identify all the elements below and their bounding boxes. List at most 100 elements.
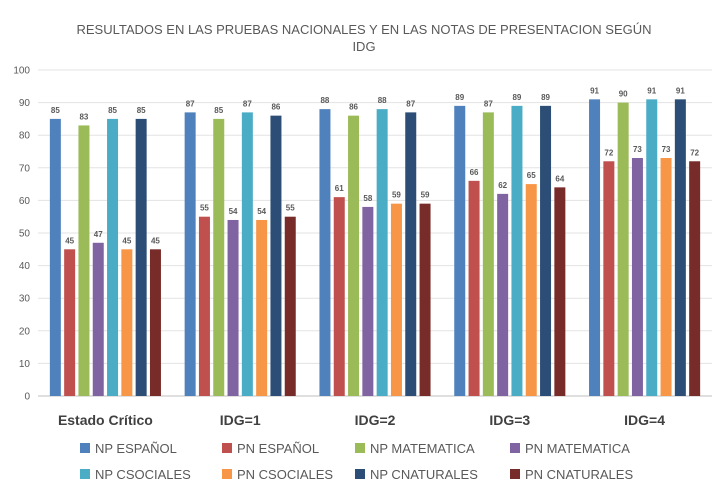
bar <box>689 161 701 396</box>
bar <box>319 109 331 397</box>
data-label: 55 <box>286 204 295 213</box>
bar <box>554 187 566 396</box>
legend-label: NP MATEMATICA <box>370 441 475 456</box>
bar <box>227 219 239 396</box>
bar <box>589 99 601 396</box>
data-label: 45 <box>151 236 160 245</box>
data-label: 85 <box>51 106 60 115</box>
data-label: 45 <box>65 236 74 245</box>
data-label: 47 <box>94 230 103 239</box>
legend-swatch <box>80 443 90 453</box>
bar <box>348 115 360 396</box>
data-label: 85 <box>137 106 146 115</box>
data-label: 65 <box>527 171 536 180</box>
data-label: 85 <box>214 106 223 115</box>
bar <box>256 219 268 396</box>
bar <box>64 249 76 396</box>
data-label: 58 <box>363 194 372 203</box>
bar <box>603 161 615 396</box>
bar <box>184 112 196 396</box>
data-label: 89 <box>541 93 550 102</box>
bar <box>511 105 523 397</box>
data-label: 54 <box>229 207 238 216</box>
bar <box>405 112 417 396</box>
legend-label: PN MATEMATICA <box>525 441 630 456</box>
data-label: 87 <box>484 99 493 108</box>
bar <box>617 102 629 396</box>
bar <box>333 197 345 396</box>
y-tick-label: 0 <box>24 392 30 403</box>
data-label: 87 <box>243 99 252 108</box>
data-label: 86 <box>349 103 358 112</box>
legend-swatch <box>355 443 365 453</box>
data-label: 89 <box>455 93 464 102</box>
data-label: 91 <box>590 86 599 95</box>
data-label: 73 <box>662 145 671 154</box>
legend-label: NP ESPAÑOL <box>95 441 177 456</box>
bar <box>78 125 90 397</box>
y-tick-label: 90 <box>19 98 31 109</box>
data-label: 87 <box>406 99 415 108</box>
legend-label: NP CSOCIALES <box>95 467 191 482</box>
data-label: 86 <box>271 103 280 112</box>
data-label: 72 <box>690 148 699 157</box>
bar <box>376 109 388 397</box>
data-label: 73 <box>633 145 642 154</box>
x-category-label: IDG=4 <box>624 412 665 428</box>
legend-label: NP CNATURALES <box>370 467 478 482</box>
y-tick-label: 100 <box>13 66 30 77</box>
data-label: 88 <box>378 96 387 105</box>
chart-title: IDG <box>352 39 375 54</box>
x-category-label: IDG=2 <box>355 412 396 428</box>
bar <box>525 184 537 396</box>
data-label: 64 <box>555 174 564 183</box>
bar <box>497 193 509 396</box>
data-label: 90 <box>619 90 628 99</box>
bar <box>149 249 161 396</box>
bar <box>419 203 431 396</box>
x-category-label: IDG=1 <box>220 412 261 428</box>
data-label: 59 <box>421 191 430 200</box>
bar <box>49 118 61 397</box>
bar <box>213 118 225 397</box>
bar <box>198 216 210 396</box>
legend-label: PN CSOCIALES <box>237 467 333 482</box>
bar <box>674 99 686 396</box>
y-tick-label: 40 <box>19 261 31 272</box>
bar <box>121 249 133 396</box>
data-label: 59 <box>392 191 401 200</box>
bar <box>284 216 296 396</box>
y-tick-label: 60 <box>19 196 31 207</box>
data-label: 89 <box>512 93 521 102</box>
bar <box>646 99 658 396</box>
data-label: 55 <box>200 204 209 213</box>
bar <box>390 203 402 396</box>
bar <box>92 242 104 396</box>
bar <box>454 105 466 397</box>
bar <box>270 115 282 396</box>
bar <box>362 206 374 396</box>
data-label: 91 <box>647 86 656 95</box>
legend-swatch <box>222 469 232 479</box>
data-label: 54 <box>257 207 266 216</box>
data-label: 87 <box>186 99 195 108</box>
data-label: 83 <box>79 112 88 121</box>
bar <box>135 118 147 397</box>
legend-label: PN CNATURALES <box>525 467 633 482</box>
data-label: 72 <box>604 148 613 157</box>
data-label: 85 <box>108 106 117 115</box>
data-label: 45 <box>122 236 131 245</box>
legend-swatch <box>80 469 90 479</box>
bar <box>540 105 552 397</box>
bar <box>468 180 480 396</box>
bar <box>631 158 643 396</box>
data-label: 61 <box>335 184 344 193</box>
data-label: 62 <box>498 181 507 190</box>
legend-swatch <box>355 469 365 479</box>
legend-swatch <box>222 443 232 453</box>
y-tick-label: 20 <box>19 326 31 337</box>
legend-swatch <box>510 469 520 479</box>
legend-label: PN ESPAÑOL <box>237 441 319 456</box>
y-tick-label: 50 <box>19 229 31 240</box>
